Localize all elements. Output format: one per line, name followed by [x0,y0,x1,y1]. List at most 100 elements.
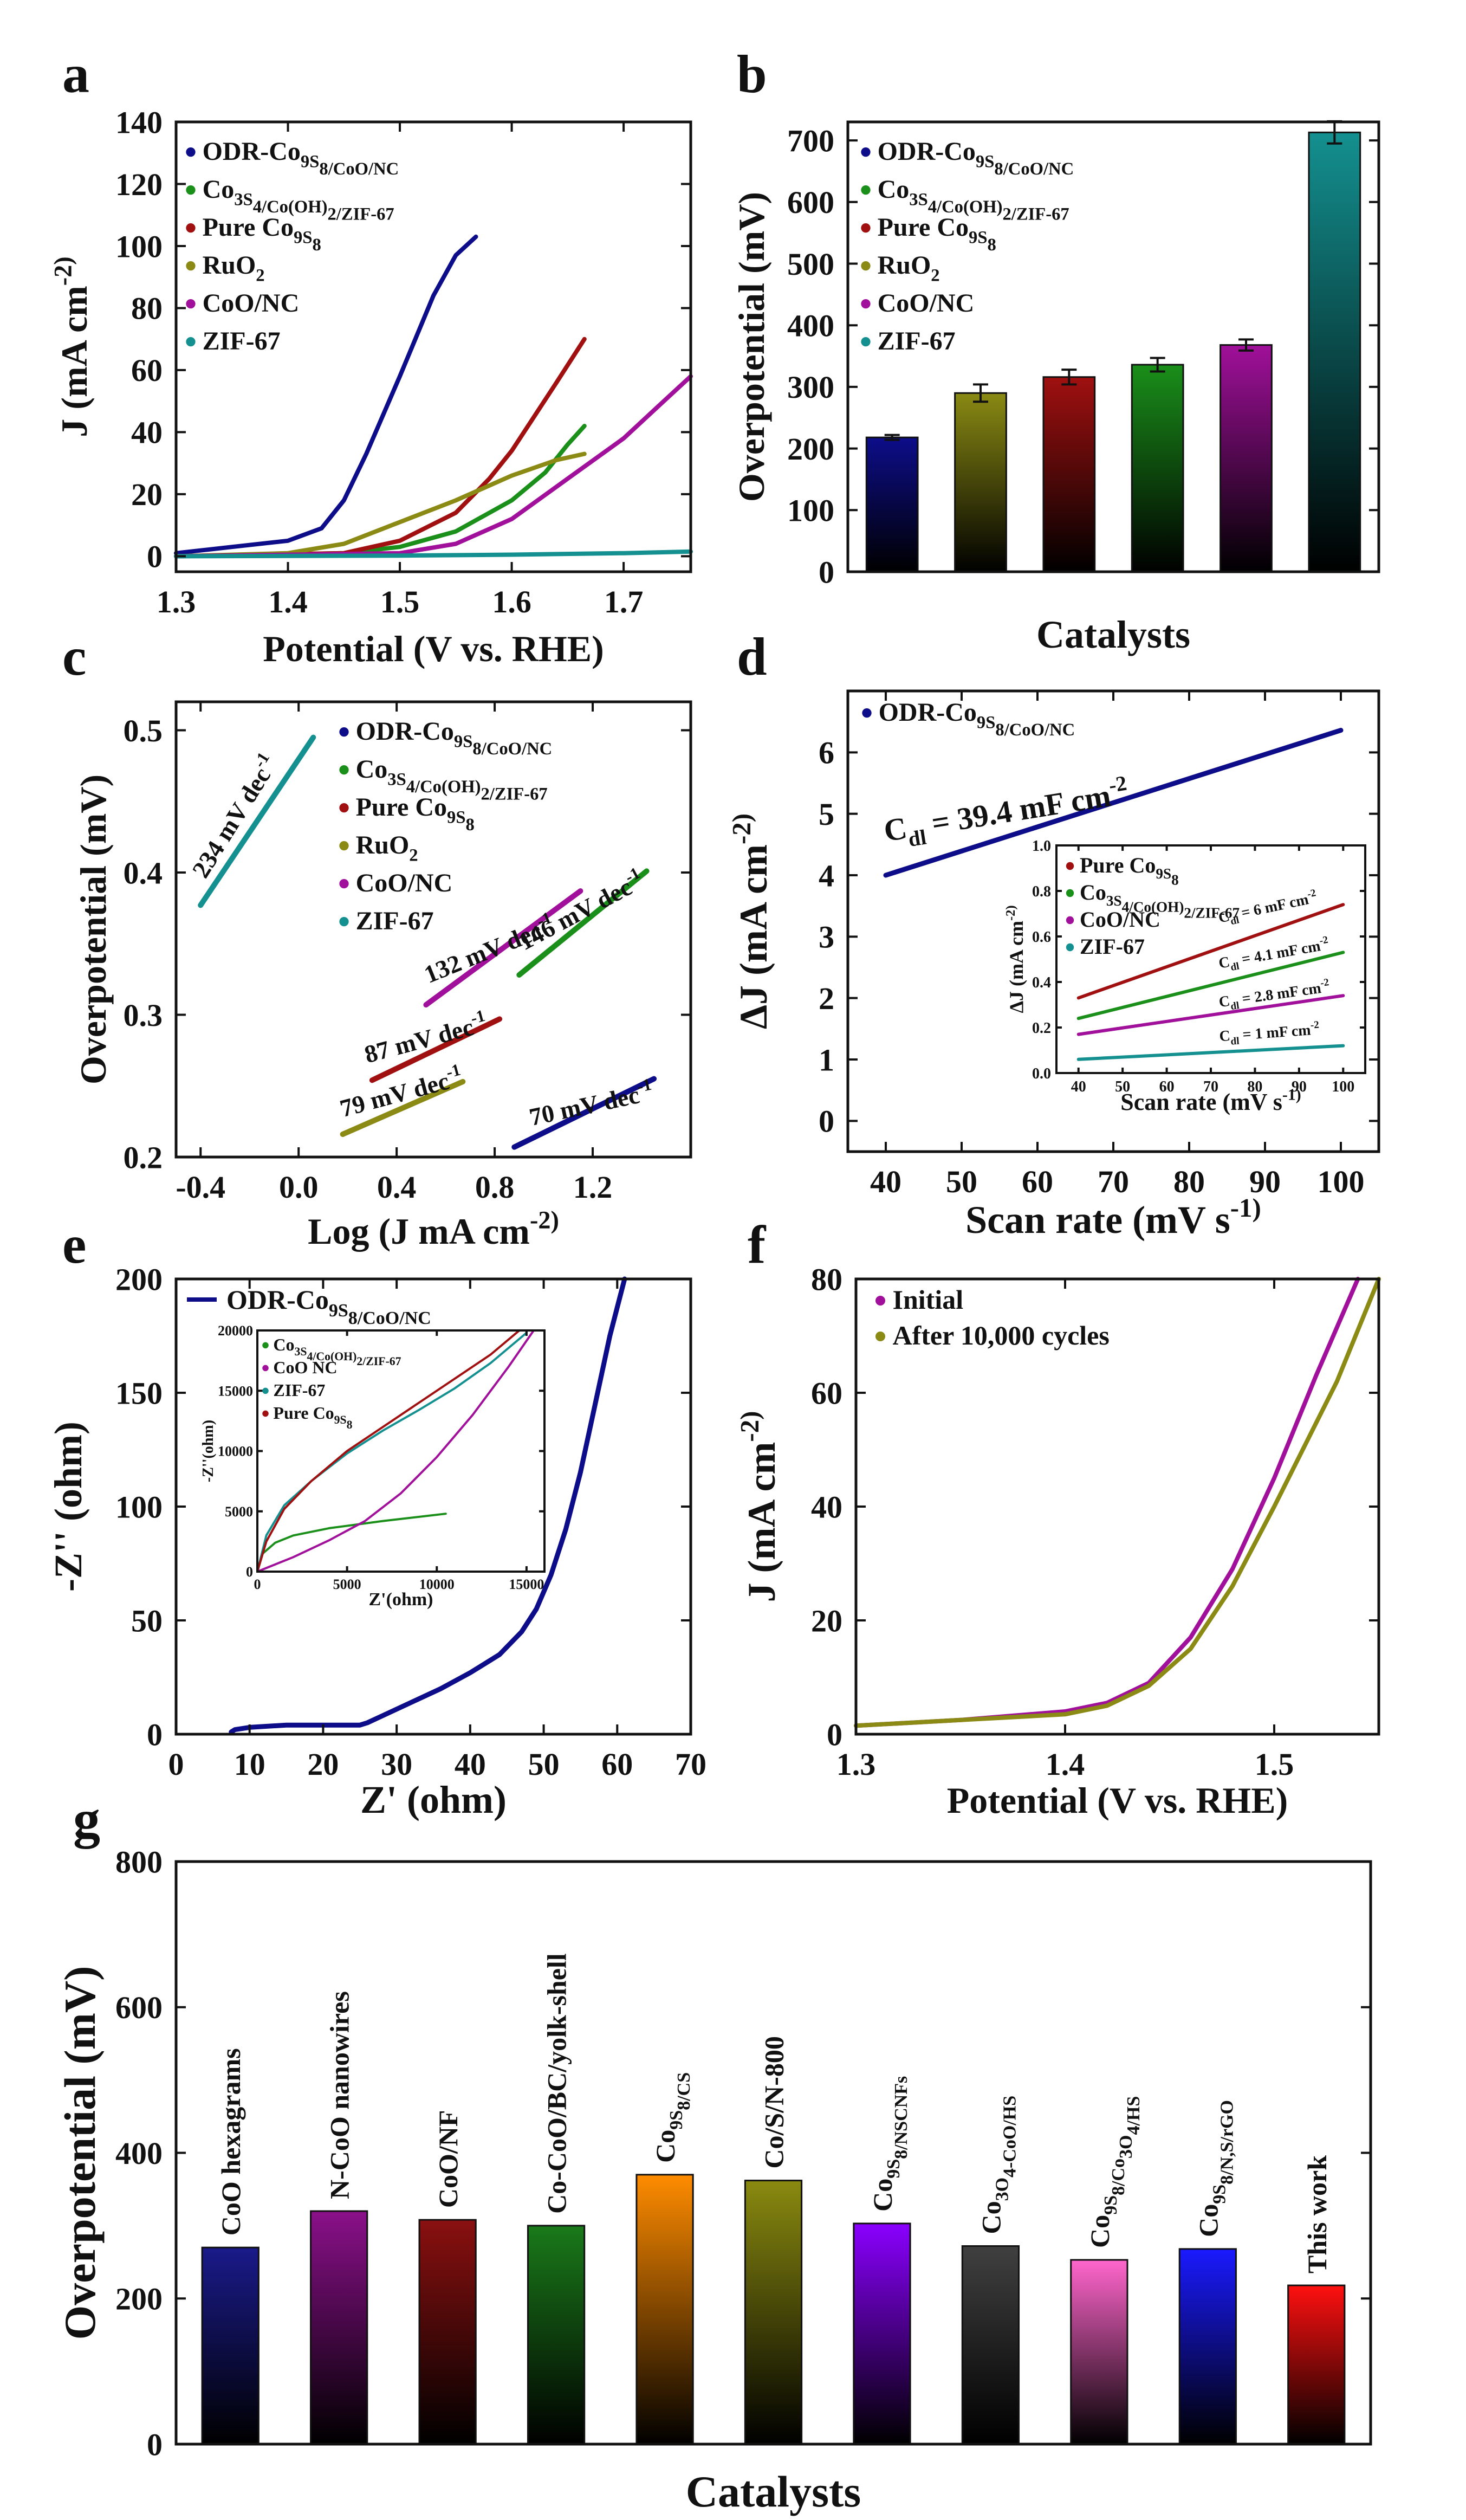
inset-x-axis-label: Scan rate (mV s-1) [1120,1086,1301,1115]
plot-frame [846,120,1380,573]
bar-label-coo-nf: CoO/NF [433,2110,463,2208]
bar-n-coo-nanowires [310,2210,368,2445]
bar-3 [1131,364,1184,573]
y-tick-label: 0 [246,1564,253,1580]
x-tick-label: 70 [1098,1164,1129,1199]
legend-label-initial: Initial [893,1284,964,1315]
bar-co3o4-coo-hs [961,2245,1020,2445]
legend-marker-ruo2 [339,841,349,851]
legend-label-co3s4-co-oh-2-zif-67: Co3S4/Co(OH)2/ZIF-67 [203,175,394,224]
legend-marker-pure-co9s8 [262,1410,269,1417]
bar-co9s8-n-s-rgo [1178,2248,1237,2445]
series-line-zif-67 [256,1332,528,1573]
legend-label-pure-co9s8: Pure Co9S8 [273,1403,352,1431]
y-tick-label: 0.5 [124,713,163,748]
panel-a: 1.3 1.4 1.5 1.6 1.7 0 20 40 60 80 100 120 140 Potenti… [49,105,693,669]
legend-label-pure-co9s8: Pure Co9S8 [203,213,321,255]
bar-label-co-s-n-800: Co/S/N-800 [759,2036,789,2168]
legend-label-coo-nc: CoO/NC [878,289,975,318]
legend-label-odr-co9s8-coo-nc: ODR-Co9S8/CoO/NC [878,137,1074,179]
y-tick-label: 600 [115,1990,163,2025]
y-tick-label: 3 [819,920,834,955]
y-tick-label: 100 [115,1489,163,1524]
legend-marker-zif-67 [262,1387,269,1394]
x-tick-label: 40 [870,1164,901,1199]
x-axis-label: Catalysts [686,2467,861,2516]
bar-5 [1308,131,1361,573]
panel-g: CoO hexagrams N-CoO nanowires CoO/NF Co-CoO… [55,1844,1372,2516]
y-tick-label: 300 [787,370,834,405]
y-tick-label: 500 [787,247,834,282]
series-line-pure-co9s8 [174,337,587,559]
legend-marker-coo-nc [186,299,196,309]
y-tick-label: 120 [115,167,163,202]
slope-label-zif-67: 234 mV dec-1 [184,749,283,883]
legend-label-coo-nc: CoO/NC [1080,907,1160,932]
legend-label-co3s4-co-oh-2-zif-67: Co3S4/Co(OH)2/ZIF-67 [356,755,548,804]
x-axis-label: Potential (V vs. RHE) [947,1780,1288,1821]
bar-label-co9s8-co3o4-hs: Co9S8/Co3O4/HS [1085,2096,1144,2248]
x-tick-label: 5000 [333,1576,361,1592]
x-tick-label: 50 [1115,1078,1130,1095]
legend-label-odr: ODR-Co9S8/CoO/NC [226,1284,431,1328]
series-line-odr-co9s8-coo-nc [229,1276,627,1735]
legend-marker-coo-nc [1066,916,1074,925]
y-tick-label: 0.4 [1032,974,1051,991]
y-tick-label: 0.4 [124,855,163,890]
legend-label-coo-nc: CoO NC [273,1358,337,1377]
y-tick-label: 2 [819,981,834,1016]
series-line-coo-nc [1076,994,1345,1036]
x-tick-label: 70 [675,1747,706,1782]
y-tick-label: 100 [787,493,834,528]
inset-background [257,1330,544,1572]
x-axis-label: Potential (V vs. RHE) [263,628,604,669]
series-line-zif-67 [198,734,316,908]
y-tick-label: 80 [131,291,163,326]
panel-e: 0 10 20 30 40 50 60 70 0 50 100 150 200 Z' (ohm) -Z'' … [47,1262,706,1821]
x-tick-label: 60 [1159,1078,1175,1095]
legend-marker-zif-67 [186,337,196,347]
x-tick-label: 1.7 [604,584,644,619]
y-tick-label: 0 [819,554,834,590]
legend-marker-coo-nc [861,299,871,309]
legend-marker-zif-67 [339,916,349,927]
x-tick-label: 10 [234,1747,265,1782]
x-axis-label: Log (J mA cm-2) [308,1206,559,1252]
x-tick-label: 80 [1247,1078,1262,1095]
y-tick-label: 4 [819,858,834,893]
y-axis-label: J (mA cm-2) [735,1411,783,1602]
y-tick-label: 40 [811,1489,842,1524]
bar-1 [954,392,1007,573]
legend-marker-odr-co9s8-coo-nc [862,708,872,718]
bar-4 [1219,344,1273,573]
series-line-pure-co9s8 [1076,903,1345,1000]
y-tick-label: 15000 [218,1383,253,1399]
y-axis-label: Overpotential (mV) [73,774,114,1084]
slope-label-odr-co9s8-coo-nc: 70 mV dec-1 [526,1075,656,1131]
bar-label-co9s8-cs: Co9S8/CS [650,2072,694,2163]
legend-marker-co3s4-co-oh-2-zif-67 [186,185,196,195]
inset-y-axis-label: ΔJ (mA cm-2) [1003,905,1027,1013]
bar-this-work [1287,2284,1346,2445]
legend-label-pure-co9s8: Pure Co9S8 [356,793,475,835]
x-tick-label: -0.4 [176,1169,225,1205]
y-tick-label: 140 [115,105,163,140]
y-tick-label: 0.6 [1032,929,1051,946]
y-tick-label: 10000 [218,1444,253,1459]
bar-label-co3o4-coo-hs: Co3O4-CoO/HS [976,2096,1020,2234]
legend-marker-pure-co9s8 [339,803,349,813]
legend-marker-co3s4-co-oh-2-zif-67 [262,1342,269,1349]
series-line-odr-co9s8-coo-nc [883,728,1344,878]
y-tick-label: 20 [811,1603,842,1638]
series-line-after-10-000-cycles [854,1277,1381,1728]
legend-label-after-10-000-cycles: After 10,000 cycles [893,1320,1110,1351]
panel-letter-b: b [737,44,767,104]
x-tick-label: 40 [1071,1078,1086,1095]
legend-label-zif-67: ZIF-67 [203,327,281,356]
y-tick-label: 600 [787,185,834,220]
legend-label-co3s4-co-oh-2-zif-67: Co3S4/Co(OH)2/ZIF-67 [273,1335,401,1368]
y-tick-label: 0.2 [124,1140,163,1175]
x-axis-label: Z' (ohm) [360,1778,507,1821]
